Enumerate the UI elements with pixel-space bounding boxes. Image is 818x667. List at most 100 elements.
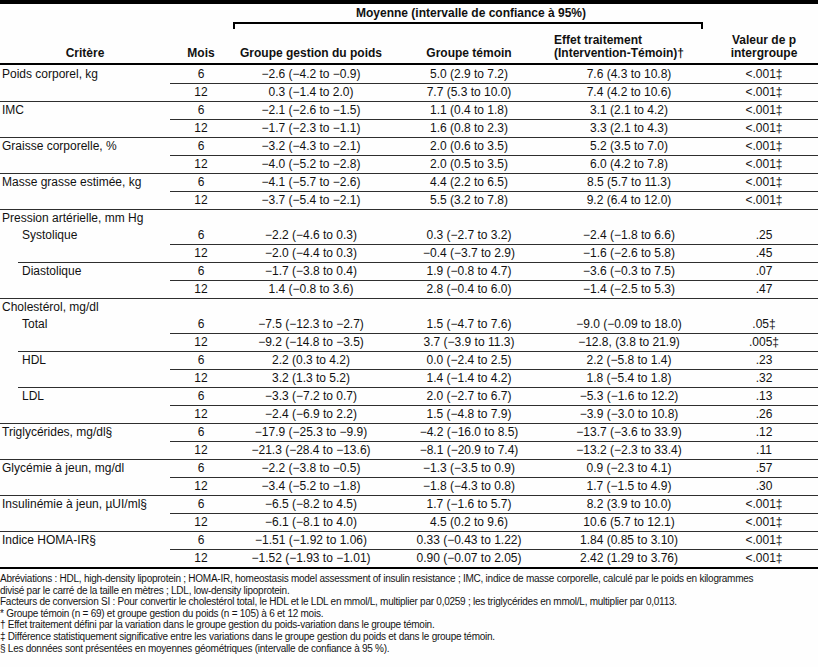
table-section-row: Pression artérielle, mm Hg <box>0 209 818 226</box>
row-month-value: 6 <box>170 387 232 405</box>
row-divider <box>170 280 818 281</box>
row-treatment-effect-value: −1.6 (−2.6 to 5.8) <box>548 244 710 262</box>
row-weight-group-value: −1.7 (−2.3 to −1.1) <box>232 119 390 137</box>
row-weight-group-value: −2.4 (−6.9 to 2.2) <box>232 405 390 423</box>
row-p-value: <.001‡ <box>710 495 818 513</box>
column-header-treatment-effect: Effet traitement (Intervention-Témoin)† <box>548 34 710 60</box>
row-treatment-effect-value: 10.6 (5.7 to 12.1) <box>548 513 710 531</box>
row-month-value: 12 <box>170 119 232 137</box>
row-divider <box>170 191 818 192</box>
row-criterion-label <box>0 333 170 351</box>
row-month-value: 6 <box>170 495 232 513</box>
row-control-group-value: 1.9 (−0.8 to 4.7) <box>390 262 548 280</box>
row-month-value: 6 <box>170 531 232 549</box>
row-month-value: 12 <box>170 191 232 209</box>
row-p-value: .07 <box>710 262 818 280</box>
row-p-value: <.001‡ <box>710 155 818 173</box>
row-treatment-effect-value: 1.7 (−1.5 to 4.9) <box>548 477 710 495</box>
row-divider <box>18 262 818 263</box>
row-control-group-value: 3.7 (−3.9 to 11.3) <box>390 333 548 351</box>
row-weight-group-value: −2.0 (−4.4 to 0.3) <box>232 244 390 262</box>
row-divider <box>170 405 818 406</box>
footnote-line: Abréviations : HDL, high-density lipopro… <box>0 573 818 585</box>
row-weight-group-value: −21.3 (−28.4 to −13.6) <box>232 441 390 459</box>
row-control-group-value: 5.5 (3.2 to 7.8) <box>390 191 548 209</box>
row-divider <box>170 155 818 156</box>
column-header-p-value: Valeur de p intergroupe <box>710 34 818 60</box>
row-month-value: 12 <box>170 333 232 351</box>
footnote-line: * Groupe témoin (n = 69) et groupe gesti… <box>0 608 818 620</box>
row-divider <box>0 209 818 210</box>
row-month-value: 6 <box>170 101 232 119</box>
row-weight-group-value: −9.2 (−14.8 to −3.5) <box>232 333 390 351</box>
row-month-value: 12 <box>170 369 232 387</box>
row-criterion-label: Total <box>0 315 170 333</box>
row-criterion-label: HDL <box>0 351 170 369</box>
row-criterion-label: Graisse corporelle, % <box>0 137 170 155</box>
row-divider <box>170 369 818 370</box>
row-divider <box>0 173 818 174</box>
row-p-value: <.001‡ <box>710 119 818 137</box>
row-treatment-effect-value: 2.2 (−5.8 to 1.4) <box>548 351 710 369</box>
table-row: IMC 6 −2.1 (−2.6 to −1.5) 1.1 (0.4 to 1.… <box>0 101 818 119</box>
row-divider <box>0 495 818 496</box>
row-weight-group-value: −2.6 (−4.2 to −0.9) <box>232 65 390 83</box>
row-p-value: <.001‡ <box>710 173 818 191</box>
row-control-group-value: 0.33 (−0.43 to 1.22) <box>390 531 548 549</box>
table-row: 12 −2.4 (−6.9 to 2.2) 1.5 (−4.8 to 7.9) … <box>0 405 818 423</box>
row-treatment-effect-value: 3.1 (2.1 to 4.2) <box>548 101 710 119</box>
row-weight-group-value: 1.4 (−0.8 to 3.6) <box>232 280 390 298</box>
row-criterion-label: Glycémie à jeun, mg/dl <box>0 459 170 477</box>
row-weight-group-value: 0.3 (−1.4 to 2.0) <box>232 83 390 101</box>
table-row: Graisse corporelle, % 6 −3.2 (−4.3 to −2… <box>0 137 818 155</box>
row-criterion-label <box>0 477 170 495</box>
row-month-value: 6 <box>170 262 232 280</box>
row-criterion-label: Indice HOMA-IR§ <box>0 531 170 549</box>
row-divider <box>0 531 818 532</box>
row-p-value: <.001‡ <box>710 549 818 567</box>
row-p-value: .25 <box>710 226 818 244</box>
row-weight-group-value: −1.52 (−1.93 to −1.01) <box>232 549 390 567</box>
row-treatment-effect-value: −13.7 (−3.6 to 33.9) <box>548 423 710 441</box>
table-row: 12 −1.7 (−2.3 to −1.1) 1.6 (0.8 to 2.3) … <box>0 119 818 137</box>
row-weight-group-value: −3.2 (−4.3 to −2.1) <box>232 137 390 155</box>
table-row: 12 −3.7 (−5.4 to −2.1) 5.5 (3.2 to 7.8) … <box>0 191 818 209</box>
row-divider <box>170 513 818 514</box>
row-treatment-effect-value: −9.0 (−0.09 to 18.0) <box>548 315 710 333</box>
row-month-value: 12 <box>170 513 232 531</box>
row-p-value: .05‡ <box>710 315 818 333</box>
row-control-group-value: 2.8 (−0.4 to 6.0) <box>390 280 548 298</box>
row-p-value: .30 <box>710 477 818 495</box>
table-row: LDL 6 −3.3 (−7.2 to 0.7) 2.0 (−2.7 to 6.… <box>0 387 818 405</box>
row-control-group-value: 4.4 (2.2 to 6.5) <box>390 173 548 191</box>
row-control-group-value: 1.1 (0.4 to 1.8) <box>390 101 548 119</box>
row-month-value: 6 <box>170 226 232 244</box>
spanner-header: Moyenne (intervalle de confiance à 95%) <box>232 6 710 21</box>
row-treatment-effect-value: 1.8 (−5.4 to 1.8) <box>548 369 710 387</box>
row-p-value: <.001‡ <box>710 65 818 83</box>
table-body: Poids corporel, kg 6 −2.6 (−4.2 to −0.9)… <box>0 65 818 569</box>
footnote-line: divisé par le carré de la taille en mètr… <box>0 585 818 597</box>
table-row: Diastolique 6 −1.7 (−3.8 to 0.4) 1.9 (−0… <box>0 262 818 280</box>
row-month-value: 12 <box>170 405 232 423</box>
row-weight-group-value: −3.4 (−5.2 to −1.8) <box>232 477 390 495</box>
row-p-value: .26 <box>710 405 818 423</box>
footnote-line: ‡ Différence statistiquement significati… <box>0 631 818 643</box>
row-p-value: <.001‡ <box>710 137 818 155</box>
row-p-value: .57 <box>710 459 818 477</box>
row-control-group-value: −0.4 (−3.7 to 2.9) <box>390 244 548 262</box>
row-weight-group-value: −4.0 (−5.2 to −2.8) <box>232 155 390 173</box>
row-month-value: 6 <box>170 459 232 477</box>
row-criterion-label <box>0 191 170 209</box>
row-divider <box>0 101 818 102</box>
row-p-value: <.001‡ <box>710 191 818 209</box>
row-control-group-value: 1.5 (−4.7 to 7.6) <box>390 315 548 333</box>
column-header-control-group: Groupe témoin <box>390 47 548 60</box>
table-row: Glycémie à jeun, mg/dl 6 −2.2 (−3.8 to −… <box>0 459 818 477</box>
row-month-value: 12 <box>170 83 232 101</box>
row-treatment-effect-value: −2.4 (−1.8 to 6.6) <box>548 226 710 244</box>
row-criterion-label: Systolique <box>0 226 170 244</box>
row-month-value: 6 <box>170 423 232 441</box>
row-divider <box>18 387 818 388</box>
row-divider <box>170 119 818 120</box>
